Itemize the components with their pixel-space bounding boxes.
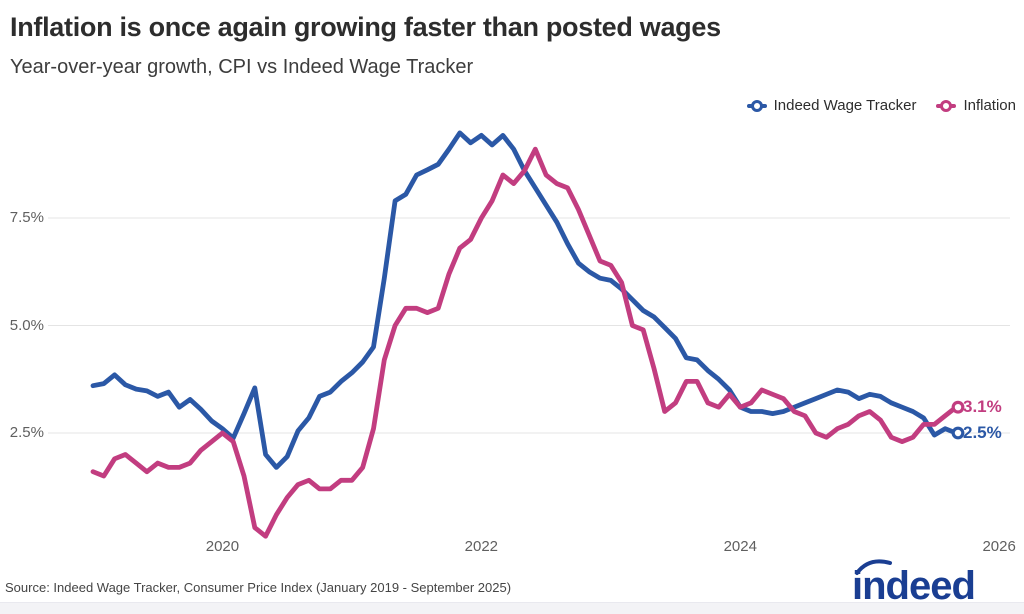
x-axis-label: 2026 bbox=[982, 538, 1016, 555]
y-axis-label: 5.0% bbox=[9, 316, 44, 334]
wage-tracker-line-marker-icon bbox=[746, 98, 767, 113]
x-axis-label: 2022 bbox=[464, 538, 499, 555]
y-axis-label: 2.5% bbox=[9, 424, 44, 441]
indeed-logo: indeed bbox=[852, 556, 1012, 608]
legend: Indeed Wage Tracker Inflation bbox=[746, 97, 1016, 114]
legend-label-wage-tracker: Indeed Wage Tracker bbox=[773, 97, 917, 114]
series-line bbox=[90, 146, 959, 539]
source-note: Source: Indeed Wage Tracker, Consumer Pr… bbox=[5, 580, 512, 595]
inflation-line-marker-icon bbox=[936, 98, 957, 113]
indeed-logo-graphic: indeed bbox=[852, 559, 976, 608]
x-axis-label: 2024 bbox=[723, 538, 757, 555]
x-axis-label: 2020 bbox=[205, 538, 240, 555]
chart-subtitle: Year-over-year growth, CPI vs Indeed Wag… bbox=[10, 56, 474, 78]
svg-text:indeed: indeed bbox=[852, 564, 975, 604]
series-line bbox=[90, 130, 959, 470]
bottom-strip bbox=[0, 602, 1024, 614]
legend-item-wage-tracker[interactable]: Indeed Wage Tracker bbox=[746, 97, 917, 114]
series-end-marker bbox=[951, 426, 965, 440]
legend-label-inflation: Inflation bbox=[963, 97, 1016, 114]
chart-title: Inflation is once again growing faster t… bbox=[10, 12, 721, 42]
series-end-value-label: 3.1% bbox=[963, 397, 1002, 417]
series-end-value-label: 2.5% bbox=[963, 423, 1002, 442]
series-end-marker bbox=[951, 400, 965, 414]
y-axis-label: 7.5% bbox=[9, 209, 44, 226]
legend-item-inflation[interactable]: Inflation bbox=[936, 97, 1016, 114]
